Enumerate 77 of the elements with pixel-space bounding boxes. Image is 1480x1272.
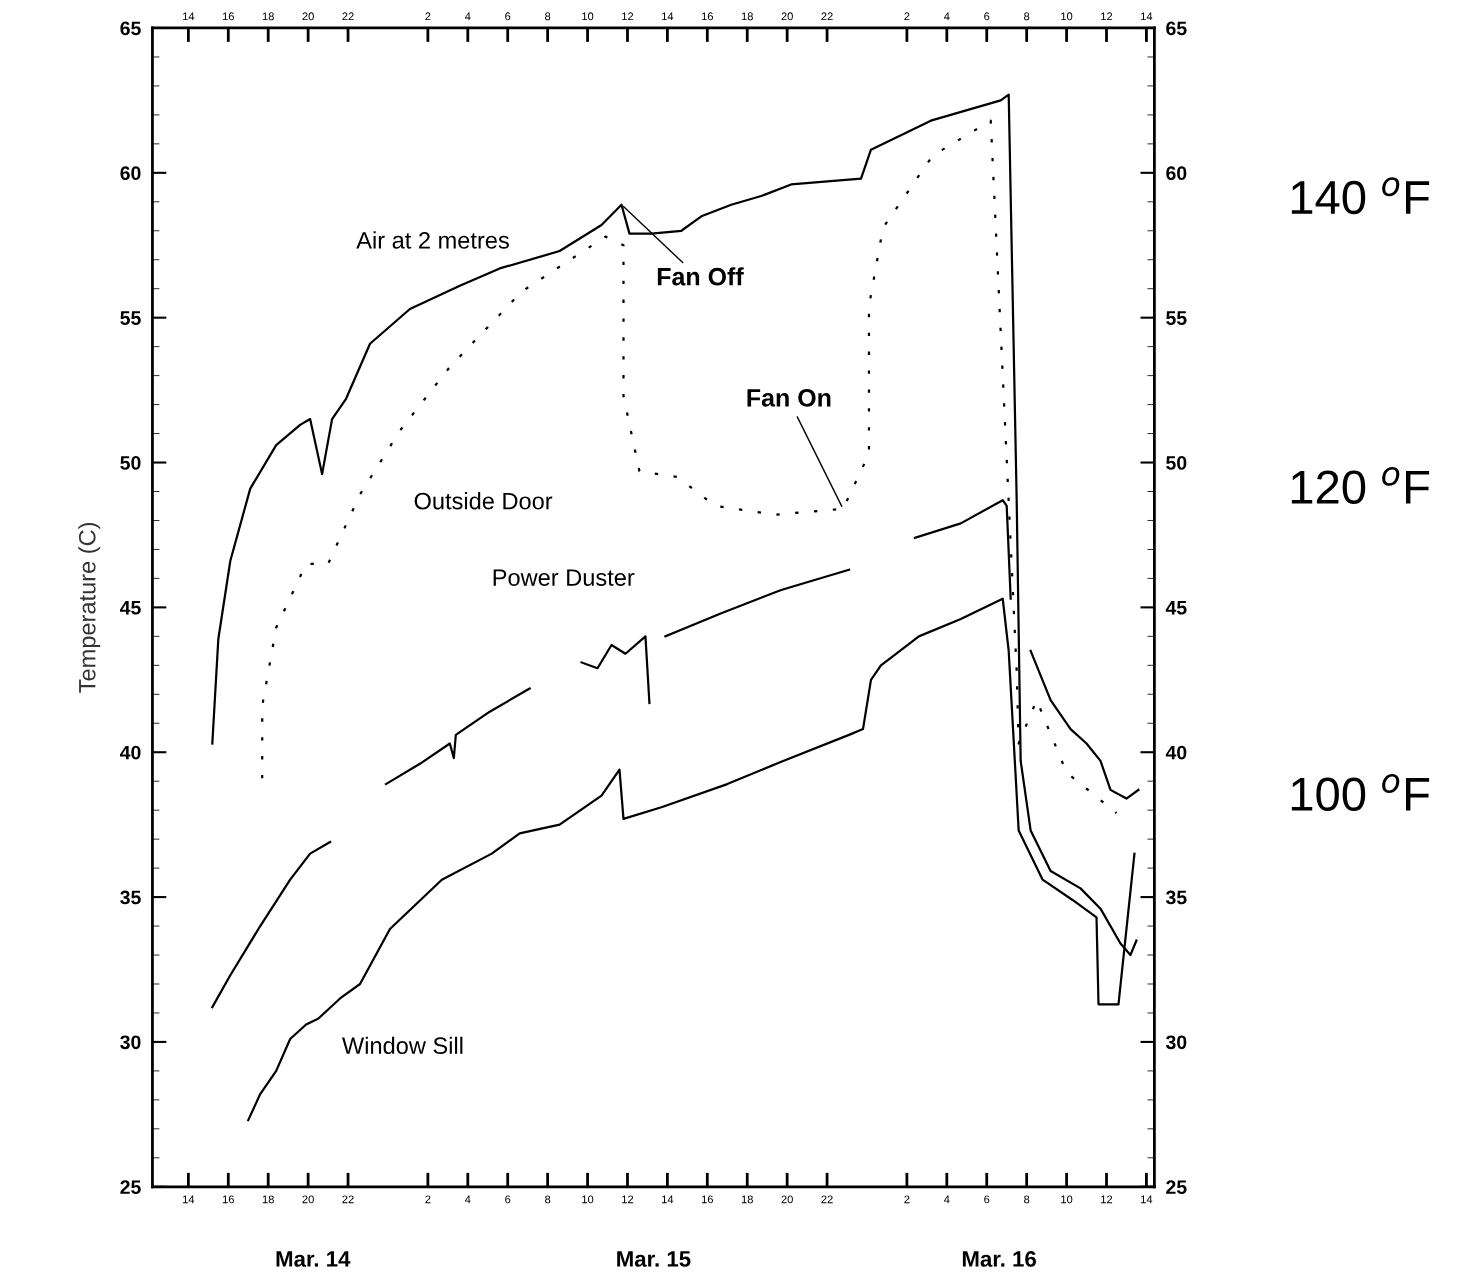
y2-tick-label: 30 xyxy=(1165,1035,1187,1050)
x2-tick-label: 14 xyxy=(662,1195,674,1204)
x-tick-label: 14 xyxy=(183,12,195,21)
x-tick-label: 16 xyxy=(701,12,713,21)
x-tick-label: 14 xyxy=(662,12,674,21)
y-tick-label: 45 xyxy=(120,601,141,615)
x2-tick-label: 2 xyxy=(904,1195,910,1204)
x-tick-label: 2 xyxy=(904,12,910,21)
x-tick-label: 8 xyxy=(1024,12,1030,21)
x-tick-label: 14 xyxy=(1141,12,1153,21)
x2-tick-label: 6 xyxy=(984,1195,990,1204)
text: Mar. 14 xyxy=(276,1251,351,1267)
x-tick-label: 20 xyxy=(781,12,793,21)
y-tick-label: 30 xyxy=(120,1035,141,1050)
x2-tick-label: 12 xyxy=(1101,1195,1113,1204)
x2-tick-label: 22 xyxy=(342,1195,354,1204)
x2-tick-label: 16 xyxy=(701,1195,713,1204)
x-tick-label: 16 xyxy=(222,12,234,21)
y-tick-label: 50 xyxy=(120,456,141,470)
x2-tick-label: 8 xyxy=(545,1195,551,1204)
annotation: Fan On xyxy=(747,389,831,407)
x2-tick-label: 10 xyxy=(582,1195,594,1204)
x2-tick-label: 10 xyxy=(1061,1195,1073,1204)
x2-tick-label: 22 xyxy=(821,1195,833,1204)
y2-tick-label: 50 xyxy=(1166,456,1187,470)
x-tick-label: 6 xyxy=(505,12,511,21)
y-tick-label: 65 xyxy=(120,21,141,36)
x2-tick-label: 8 xyxy=(1024,1195,1030,1204)
y2-tick-label: 25 xyxy=(1166,1180,1187,1195)
y-axis-title: Temperature (C) xyxy=(78,522,101,693)
x2-tick-label: 14 xyxy=(183,1195,195,1204)
y-tick-label: 35 xyxy=(120,890,141,905)
y2-tick-label: 45 xyxy=(1165,601,1187,615)
text: 120 $^{o}$F xyxy=(1291,466,1430,504)
x-tick-label: 10 xyxy=(1061,12,1073,21)
x-tick-label: 8 xyxy=(545,12,551,21)
x-tick-label: 18 xyxy=(741,12,753,21)
x2-tick-label: 2 xyxy=(425,1195,431,1204)
x-tick-label: 10 xyxy=(582,12,594,21)
x2-tick-label: 18 xyxy=(262,1195,274,1204)
x-tick-label: 4 xyxy=(943,12,950,21)
y-tick-label: 55 xyxy=(120,311,141,325)
y2-tick-label: 35 xyxy=(1165,890,1187,905)
annotation: Fan Off xyxy=(657,267,744,286)
x-tick-label: 6 xyxy=(984,12,990,21)
x2-tick-label: 16 xyxy=(222,1195,234,1204)
text: Power Duster xyxy=(493,569,635,586)
y-tick-label: 25 xyxy=(120,1180,141,1195)
x-tick-label: 22 xyxy=(821,12,833,21)
y2-tick-label: 65 xyxy=(1166,21,1187,36)
x2-tick-label: 4 xyxy=(464,1195,471,1204)
x2-tick-label: 12 xyxy=(622,1195,634,1204)
x2-tick-label: 14 xyxy=(1141,1195,1153,1204)
text: Mar. 15 xyxy=(617,1251,691,1267)
text: 100 $^{o}$F xyxy=(1291,773,1430,812)
x-tick-label: 18 xyxy=(262,12,274,21)
x2-tick-label: 6 xyxy=(505,1195,511,1204)
x2-tick-label: 4 xyxy=(943,1195,950,1204)
y2-tick-label: 40 xyxy=(1165,745,1187,760)
x-tick-label: 12 xyxy=(1101,12,1113,21)
y2-tick-label: 60 xyxy=(1166,166,1187,181)
x-tick-label: 22 xyxy=(342,12,354,21)
text: 140 $^{o}$F xyxy=(1291,177,1430,215)
x-tick-label: 2 xyxy=(425,12,431,21)
x2-tick-label: 20 xyxy=(781,1195,793,1204)
y2-tick-label: 55 xyxy=(1166,311,1187,325)
x-tick-label: 4 xyxy=(464,12,471,21)
series-label: Air at 2 metres xyxy=(356,231,509,249)
x-tick-label: 12 xyxy=(622,12,634,21)
x2-tick-label: 18 xyxy=(741,1195,753,1204)
y-tick-label: 40 xyxy=(120,745,141,760)
text: Mar. 16 xyxy=(962,1251,1036,1267)
x2-tick-label: 20 xyxy=(302,1195,314,1204)
x-tick-label: 20 xyxy=(302,12,314,21)
series-label: Outside Door xyxy=(414,492,553,510)
series-label: Window Sill xyxy=(342,1036,463,1055)
y-tick-label: 60 xyxy=(120,166,141,181)
